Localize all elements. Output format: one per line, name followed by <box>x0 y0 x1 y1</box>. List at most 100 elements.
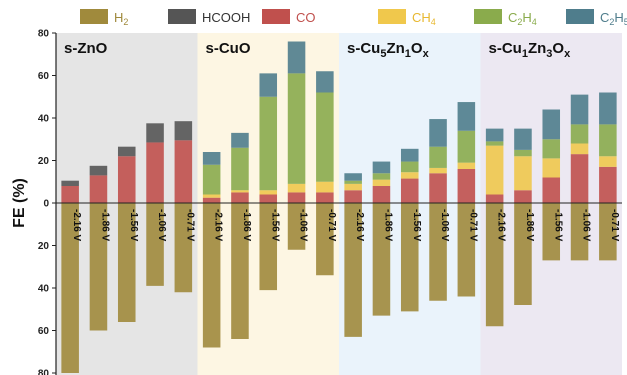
panel-title-1: s-CuO <box>206 40 251 57</box>
voltage-label-p1-b1: -1.86 V <box>241 209 252 242</box>
legend-swatch-C2H4 <box>474 9 502 24</box>
bar-co-p3-b4 <box>599 166 617 203</box>
bar-c2h4-p3-b1 <box>514 149 532 157</box>
bar-ch4-p2-b2 <box>400 172 419 179</box>
bar-ch4-p3-b4 <box>599 156 617 167</box>
bar-h2-p1-b2 <box>259 203 278 291</box>
bar-c2h4-p3-b3 <box>570 124 589 144</box>
bar-co-p2-b2 <box>400 178 419 203</box>
bar-c2h5oh-p3-b2 <box>542 109 561 140</box>
bar-ch4-p1-b1 <box>231 190 249 193</box>
y-tick-label-6: 40 <box>38 284 50 295</box>
bar-c2h4-p1-b4 <box>316 92 334 182</box>
bar-ch4-p2-b0 <box>344 183 362 191</box>
voltage-label-p1-b0: -2.16 V <box>213 209 224 242</box>
bar-c2h5oh-p2-b0 <box>344 173 362 181</box>
bar-hcooh-p0-b0 <box>61 180 79 186</box>
bar-c2h4-p1-b1 <box>231 147 249 191</box>
bar-c2h4-p3-b2 <box>542 139 561 159</box>
bar-c2h5oh-p1-b1 <box>231 132 249 148</box>
bar-c2h5oh-p3-b4 <box>599 92 617 125</box>
voltage-label-p1-b4: -0.71 V <box>326 209 337 242</box>
bar-c2h5oh-p3-b0 <box>485 128 504 142</box>
bar-h2-p1-b4 <box>316 203 334 276</box>
bar-h2-p0-b4 <box>174 203 193 293</box>
bar-co-p3-b3 <box>570 154 589 203</box>
bar-hcooh-p0-b4 <box>174 121 193 141</box>
bar-co-p0-b1 <box>89 175 108 203</box>
voltage-label-p0-b2: -1.56 V <box>128 209 139 242</box>
bar-c2h4-p1-b2 <box>259 96 278 191</box>
bar-co-p3-b0 <box>485 194 504 203</box>
bar-ch4-p3-b0 <box>485 145 504 195</box>
bar-co-p2-b4 <box>457 169 476 203</box>
legend-swatch-C2H5OH <box>566 9 594 24</box>
bar-h2-p0-b1 <box>89 203 108 331</box>
bar-c2h5oh-p1-b0 <box>202 152 221 165</box>
y-tick-label-2: 40 <box>38 114 50 125</box>
legend-label-CH4: CH4 <box>412 10 436 27</box>
panel-title-2: s-Cu5Zn1Ox <box>347 40 430 60</box>
bar-h2-p3-b4 <box>599 203 617 261</box>
bar-ch4-p2-b3 <box>429 167 447 174</box>
voltage-label-p2-b2: -1.56 V <box>411 209 422 242</box>
bar-co-p2-b1 <box>372 186 391 203</box>
legend-swatch-H2 <box>80 9 108 24</box>
y-tick-label-3: 20 <box>38 156 50 167</box>
bar-ch4-p1-b2 <box>259 190 278 195</box>
voltage-label-p3-b1: -1.86 V <box>524 209 535 242</box>
bar-ch4-p1-b4 <box>316 181 334 193</box>
y-tick-label-1: 60 <box>38 71 50 82</box>
voltage-label-p2-b3: -1.06 V <box>439 209 450 242</box>
legend-label-C2H4: C2H4 <box>508 10 537 27</box>
y-tick-label-0: 80 <box>38 29 50 40</box>
voltage-label-p3-b3: -1.06 V <box>581 209 592 242</box>
bar-co-p0-b3 <box>146 142 164 203</box>
bar-c2h5oh-p3-b1 <box>514 128 532 150</box>
bar-h2-p2-b2 <box>400 203 419 312</box>
bar-co-p2-b3 <box>429 173 447 203</box>
bar-h2-p0-b2 <box>117 203 136 322</box>
bar-co-p1-b2 <box>259 194 278 203</box>
bar-h2-p2-b1 <box>372 203 391 316</box>
bar-h2-p2-b3 <box>429 203 447 301</box>
bar-ch4-p3-b1 <box>514 156 532 191</box>
bar-h2-p1-b3 <box>287 203 306 250</box>
bar-co-p0-b0 <box>61 186 79 203</box>
bar-ch4-p2-b4 <box>457 162 476 169</box>
voltage-label-p1-b3: -1.06 V <box>298 209 309 242</box>
voltage-label-p2-b0: -2.16 V <box>354 209 365 242</box>
legend-swatch-HCOOH <box>168 9 196 24</box>
bar-co-p3-b1 <box>514 190 532 203</box>
bar-hcooh-p0-b1 <box>89 165 108 176</box>
bar-c2h5oh-p1-b2 <box>259 73 278 97</box>
bar-co-p1-b0 <box>202 197 221 203</box>
bar-h2-p2-b4 <box>457 203 476 297</box>
legend-swatch-CO <box>262 9 290 24</box>
voltage-label-p2-b4: -0.71 V <box>467 209 478 242</box>
panel-title-3: s-Cu1Zn3Ox <box>489 40 572 60</box>
voltage-label-p1-b2: -1.56 V <box>269 209 280 242</box>
bar-c2h4-p2-b3 <box>429 146 447 168</box>
bar-c2h4-p2-b2 <box>400 161 419 173</box>
bar-h2-p3-b2 <box>542 203 561 261</box>
legend-swatch-CH4 <box>378 9 406 24</box>
bar-ch4-p1-b0 <box>202 194 221 198</box>
legend-label-CO: CO <box>296 10 316 25</box>
y-tick-label-7: 60 <box>38 326 50 337</box>
y-tick-label-8: 80 <box>38 369 50 375</box>
bar-h2-p1-b0 <box>202 203 221 348</box>
y-tick-label-5: 20 <box>38 241 50 252</box>
bar-c2h4-p1-b0 <box>202 164 221 195</box>
bar-co-p3-b2 <box>542 177 561 203</box>
bar-c2h5oh-p2-b2 <box>400 148 419 162</box>
bar-ch4-p3-b2 <box>542 158 561 178</box>
bar-h2-p0-b0 <box>61 203 79 373</box>
bar-c2h5oh-p1-b4 <box>316 71 334 93</box>
y-tick-label-4: 0 <box>43 199 49 210</box>
bar-c2h4-p3-b0 <box>485 141 504 146</box>
bar-c2h4-p2-b4 <box>457 130 476 163</box>
bar-co-p1-b4 <box>316 192 334 203</box>
